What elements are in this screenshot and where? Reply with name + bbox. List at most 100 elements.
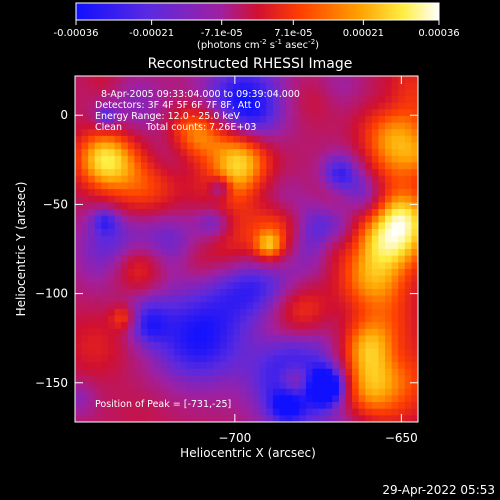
heatmap-cell (371, 282, 380, 290)
heatmap-cell (193, 155, 201, 164)
heatmap-cell (154, 189, 162, 197)
heatmap-cell (173, 302, 182, 310)
colorbar-tick-label: 0.00021 (343, 28, 384, 39)
heatmap-cell (345, 175, 353, 184)
heatmap-cell (134, 242, 142, 250)
heatmap-cell (200, 302, 208, 310)
heatmap-cell (266, 202, 274, 210)
heatmap-cell (305, 182, 314, 190)
heatmap-cell (365, 229, 373, 237)
heatmap-cell (187, 408, 195, 416)
heatmap-cell (114, 169, 122, 177)
heatmap-cell (371, 382, 380, 390)
heatmap-cell (292, 275, 300, 283)
heatmap-cell (358, 189, 366, 197)
heatmap-cell (378, 142, 386, 150)
heatmap-cell (279, 388, 287, 396)
heatmap-cell (272, 402, 281, 410)
heatmap-cell (312, 209, 320, 217)
heatmap-cell (160, 355, 168, 363)
heatmap-cell (338, 109, 347, 117)
heatmap-cell (160, 242, 168, 250)
heatmap-cell (253, 375, 261, 383)
heatmap-cell (200, 215, 208, 223)
heatmap-cell (378, 135, 386, 144)
heatmap-cell (286, 169, 294, 177)
heatmap-cell (325, 249, 333, 257)
heatmap-cell (299, 268, 307, 277)
heatmap-cell (292, 235, 300, 243)
heatmap-cell (167, 215, 175, 223)
heatmap-cell (239, 262, 248, 270)
heatmap-cell (206, 255, 215, 263)
heatmap-cell (325, 362, 333, 370)
heatmap-cell (81, 122, 89, 130)
heatmap-cell (173, 348, 182, 357)
heatmap-cell (345, 355, 353, 363)
heatmap-cell (233, 195, 241, 204)
heatmap-cell (345, 308, 353, 317)
heatmap-cell (173, 335, 182, 343)
heatmap-cell (233, 282, 241, 290)
heatmap-cell (279, 328, 287, 337)
heatmap-cell (114, 408, 122, 416)
heatmap-cell (114, 82, 122, 90)
heatmap-cell (352, 255, 360, 263)
heatmap-cell (371, 242, 380, 250)
heatmap-cell (180, 275, 188, 283)
heatmap-cell (167, 262, 175, 270)
heatmap-cell (365, 268, 373, 277)
heatmap-cell (371, 255, 380, 263)
heatmap-cell (385, 135, 393, 144)
heatmap-cell (319, 109, 327, 117)
heatmap-cell (94, 122, 102, 130)
heatmap-cell (154, 175, 162, 184)
heatmap-cell (358, 209, 366, 217)
heatmap-cell (167, 169, 175, 177)
heatmap-cell (147, 382, 155, 390)
heatmap-cell (114, 249, 122, 257)
heatmap-cell (213, 402, 221, 410)
heatmap-cell (411, 395, 418, 403)
heatmap-cell (160, 115, 168, 124)
heatmap-cell (187, 368, 195, 377)
heatmap-cell (226, 109, 234, 117)
heatmap-cell (305, 348, 314, 357)
heatmap-cell (127, 328, 135, 337)
y-axis-ticks: −150−100−500 (35, 108, 418, 390)
heatmap-cell (391, 182, 399, 190)
heatmap-cell (167, 355, 175, 363)
heatmap-cell (160, 229, 168, 237)
heatmap-cell (200, 182, 208, 190)
heatmap-cell (358, 355, 366, 363)
heatmap-cell (114, 262, 122, 270)
heatmap-cell (213, 155, 221, 164)
heatmap-cell (94, 315, 102, 323)
heatmap-cell (140, 209, 149, 217)
heatmap-cell (233, 322, 241, 330)
heatmap-cell (299, 109, 307, 117)
y-tick-label: −150 (35, 376, 68, 390)
heatmap-cell (75, 215, 83, 223)
heatmap-cell (127, 295, 135, 303)
heatmap-cell (206, 229, 215, 237)
heatmap-cell (279, 169, 287, 177)
heatmap-cell (371, 395, 380, 403)
heatmap-cell (279, 355, 287, 363)
heatmap-cell (220, 109, 228, 117)
heatmap-cell (206, 202, 215, 210)
heatmap-cell (101, 102, 109, 110)
heatmap-cell (101, 382, 109, 390)
heatmap-cell (147, 102, 155, 110)
heatmap-cell (220, 268, 228, 277)
heatmap-cell (325, 268, 333, 277)
heatmap-cell (233, 222, 241, 230)
heatmap-cell (160, 368, 168, 377)
heatmap-cell (305, 82, 314, 90)
heatmap-cell (81, 382, 89, 390)
heatmap-cell (127, 169, 135, 177)
heatmap-cell (101, 408, 109, 416)
heatmap-cell (173, 169, 182, 177)
heatmap-cell (121, 249, 129, 257)
heatmap-cell (352, 202, 360, 210)
